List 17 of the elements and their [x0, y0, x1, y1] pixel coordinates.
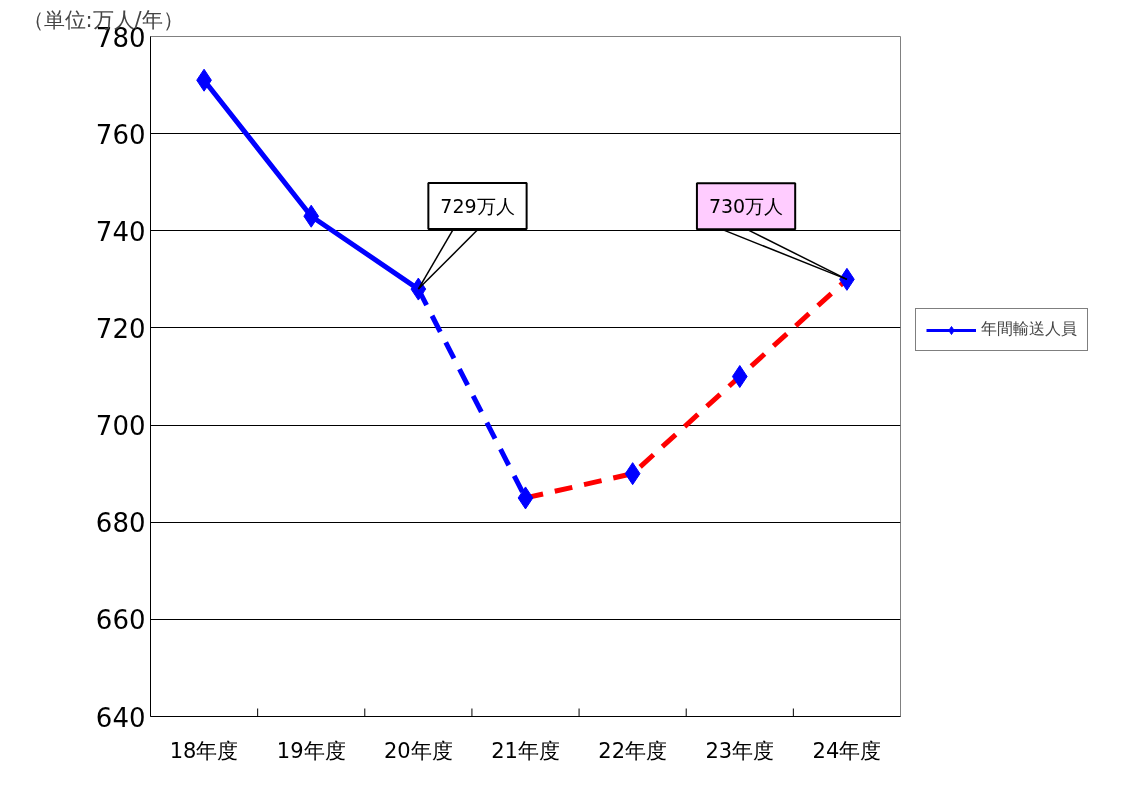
y-tick-label: 680 [95, 508, 146, 539]
x-tick-label: 23年度 [705, 738, 775, 763]
x-tick-label: 22年度 [598, 738, 668, 763]
y-tick-label: 700 [95, 411, 146, 442]
annotation: 729万人 [440, 195, 515, 218]
x-tick-label: 21年度 [491, 738, 560, 763]
x-tick-label: 18年度 [169, 738, 239, 763]
y-tick-label: 660 [95, 605, 146, 636]
x-tick-label: 19年度 [276, 738, 346, 763]
x-tick-label: 20年度 [384, 738, 453, 763]
y-tick-label: 740 [95, 216, 146, 247]
y-tick-label: 760 [95, 119, 146, 150]
x-tick-label: 24年度 [812, 738, 882, 763]
annotation: 730万人 [708, 195, 784, 218]
y-tick-label: 720 [95, 313, 146, 344]
legend-label: 年間輸送人員 [981, 319, 1077, 340]
y-tick-label: 640 [95, 702, 146, 733]
